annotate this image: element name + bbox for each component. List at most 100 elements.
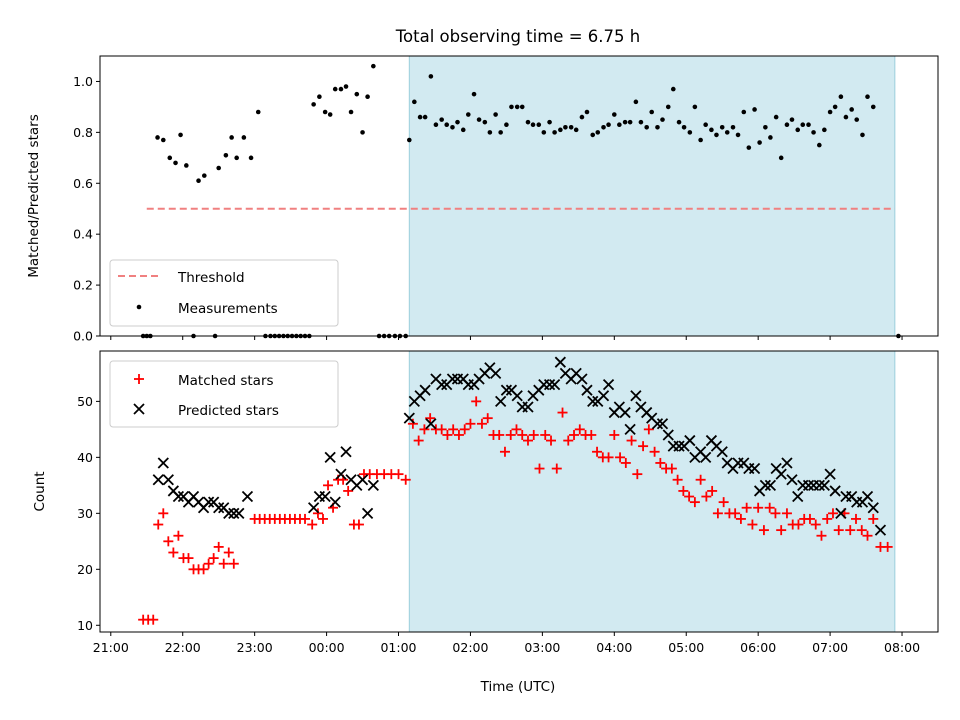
measurement-point <box>493 112 498 117</box>
predicted-point-b <box>329 496 341 508</box>
matched-point <box>482 413 493 424</box>
measurement-point <box>757 140 762 145</box>
predicted-point-b <box>635 401 647 413</box>
predicted-point-b <box>786 474 798 486</box>
predicted-point <box>824 468 836 480</box>
matched-point <box>695 474 706 485</box>
predicted-point <box>656 418 669 430</box>
predicted-point <box>548 378 561 391</box>
matched-point <box>833 525 844 536</box>
measurement-point <box>407 137 412 143</box>
measurement-point <box>433 122 439 128</box>
matched-point <box>419 424 430 435</box>
predicted-point-b <box>419 384 431 396</box>
measurement-point <box>184 163 189 168</box>
measurement-point <box>343 84 349 89</box>
x-tick-label: 22:00 <box>165 640 201 655</box>
matched-point <box>183 553 194 564</box>
x-tick-label: 07:00 <box>812 640 848 655</box>
matched-point <box>758 525 769 536</box>
measurement-point <box>167 155 173 161</box>
predicted-point-b <box>484 362 496 374</box>
y-tick-label: 0.0 <box>73 329 93 344</box>
measurement-point <box>563 124 568 130</box>
predicted-point <box>576 373 588 385</box>
predicted-point-b <box>597 390 610 402</box>
predicted-point-b <box>818 479 830 491</box>
predicted-point-b <box>867 502 879 514</box>
predicted-point-b <box>152 474 164 486</box>
matched-point <box>741 502 752 513</box>
predicted-point <box>581 384 593 396</box>
measurement-point <box>223 152 229 158</box>
predicted-point-b <box>319 490 331 503</box>
matched-point <box>425 413 436 424</box>
measurement-point <box>541 130 547 135</box>
measurement-point <box>498 130 503 135</box>
predicted-point <box>867 502 879 514</box>
predicted-point <box>700 451 712 463</box>
predicted-point-b <box>167 485 180 497</box>
predicted-point-b <box>192 496 205 508</box>
predicted-point <box>759 479 772 491</box>
measurement-point <box>622 119 628 125</box>
predicted-point-b <box>446 373 459 385</box>
predicted-point-b <box>345 474 357 486</box>
matched-point <box>868 513 879 524</box>
measurement-point <box>865 94 870 100</box>
predicted-point-b <box>748 462 761 475</box>
matched-point <box>353 519 364 530</box>
predicted-point-b <box>759 479 772 491</box>
matched-point <box>511 424 522 435</box>
top-observing-window <box>408 55 896 337</box>
x-tick-label: 08:00 <box>884 640 920 655</box>
measurement-point <box>255 109 261 115</box>
matched-point <box>522 435 533 446</box>
matched-point <box>453 429 464 440</box>
predicted-point-b <box>651 418 664 430</box>
measurement-point <box>698 137 703 143</box>
matched-point <box>643 424 654 435</box>
measurement-point <box>854 117 860 122</box>
matched-point <box>689 497 700 508</box>
measurement-point <box>311 102 316 107</box>
matched-point <box>413 435 424 446</box>
measurement-point <box>504 122 509 128</box>
predicted-point <box>425 418 437 430</box>
measurement-point <box>638 119 644 125</box>
matched-point <box>730 508 741 519</box>
predicted-point-b <box>548 378 561 391</box>
measurement-point <box>849 107 854 112</box>
predicted-point-b <box>835 507 847 519</box>
matched-point <box>678 485 689 496</box>
legend-threshold-label: Threshold <box>177 270 245 286</box>
predicted-point-b <box>861 490 874 503</box>
predicted-point-b <box>489 367 502 380</box>
measurement-point <box>763 124 768 130</box>
predicted-point-b <box>662 429 674 441</box>
measurement-point <box>519 104 525 110</box>
measurement-point <box>160 137 166 143</box>
measurement-point <box>455 119 460 125</box>
measurement-point <box>327 112 333 117</box>
predicted-point <box>152 474 164 486</box>
predicted-point <box>162 474 174 486</box>
predicted-point-b <box>792 490 804 503</box>
measurement-point <box>371 63 376 69</box>
matched-point <box>781 508 792 519</box>
matched-point <box>701 491 712 502</box>
predicted-point-b <box>340 446 352 458</box>
measurement-point <box>202 173 207 178</box>
predicted-point <box>597 390 610 402</box>
predicted-point <box>436 378 448 391</box>
matched-point <box>499 446 510 457</box>
predicted-point <box>202 496 215 508</box>
predicted-point-b <box>157 457 169 469</box>
predicted-point <box>630 390 642 402</box>
matched-point <box>822 513 833 524</box>
measurement-point <box>439 117 444 122</box>
y-tick-label: 0.2 <box>73 278 93 293</box>
predicted-point <box>319 490 331 503</box>
matched-point <box>218 558 229 569</box>
x-tick-label: 03:00 <box>524 640 560 655</box>
